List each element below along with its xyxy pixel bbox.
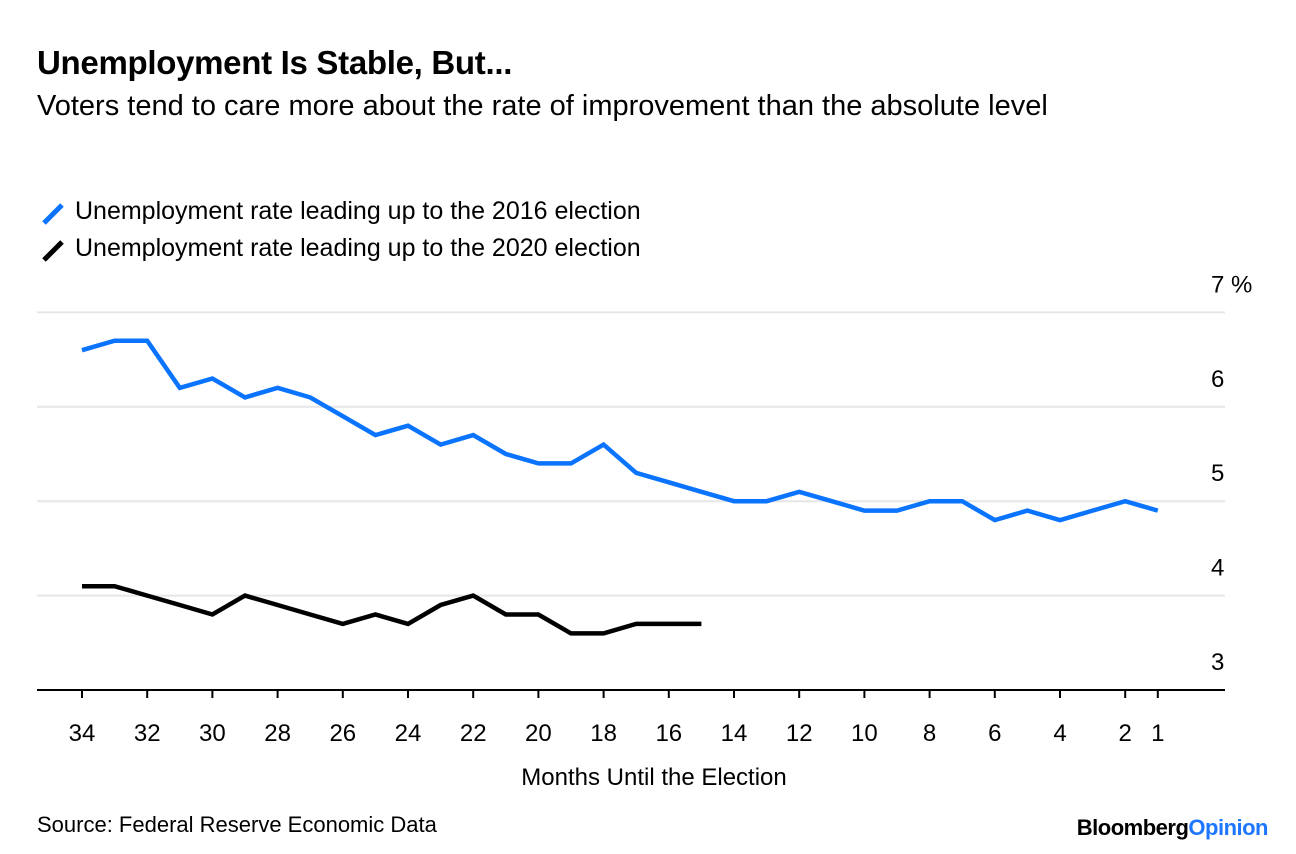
x-tick-label-1: 1 bbox=[1151, 720, 1164, 747]
x-tick-label-18: 18 bbox=[590, 720, 617, 747]
x-tick-label-22: 22 bbox=[460, 720, 487, 747]
legend-swatch-2020 bbox=[42, 240, 64, 262]
x-tick-label-20: 20 bbox=[525, 720, 552, 747]
legend: Unemployment rate leading up to the 2016… bbox=[37, 194, 641, 268]
legend-label-2016: Unemployment rate leading up to the 2016… bbox=[75, 197, 641, 225]
x-tick-label-6: 6 bbox=[988, 720, 1001, 747]
x-axis: 34 32 30 28 26 24 22 20 18 16 14 12 10 8 6 4 2 1 bbox=[37, 689, 1225, 747]
y-tick-label-6: 6 bbox=[1211, 366, 1224, 393]
y-tick-label-4: 4 bbox=[1211, 555, 1224, 582]
x-axis-title: Months Until the Election bbox=[521, 764, 786, 791]
chart-subtitle: Voters tend to care more about the rate … bbox=[37, 90, 1048, 122]
source-note: Source: Federal Reserve Economic Data bbox=[37, 812, 437, 837]
x-tick-label-16: 16 bbox=[655, 720, 682, 747]
x-tick-label-28: 28 bbox=[264, 720, 291, 747]
gridlines bbox=[37, 311, 1225, 597]
brand-logo-part-1: Bloomberg bbox=[1076, 815, 1189, 840]
x-tick-label-12: 12 bbox=[786, 720, 813, 747]
brand-logo: BloombergOpinion bbox=[1076, 815, 1269, 841]
series-layer bbox=[81, 338, 1159, 636]
x-tick-label-4: 4 bbox=[1053, 720, 1066, 747]
series-line-2016 bbox=[81, 338, 1159, 523]
y-tick-label-7: 7 % bbox=[1211, 271, 1252, 298]
legend-item-2020: Unemployment rate leading up to the 2020… bbox=[37, 231, 641, 268]
series-line-2020 bbox=[82, 583, 702, 636]
legend-label-2020: Unemployment rate leading up to the 2020… bbox=[75, 234, 641, 262]
x-tick-label-34: 34 bbox=[69, 720, 96, 747]
y-tick-label-3: 3 bbox=[1211, 649, 1224, 676]
x-tick-label-26: 26 bbox=[329, 720, 356, 747]
y-tick-label-5: 5 bbox=[1211, 460, 1224, 487]
x-tick-label-32: 32 bbox=[134, 720, 161, 747]
chart-title: Unemployment Is Stable, But... bbox=[37, 44, 513, 81]
x-tick-label-30: 30 bbox=[199, 720, 226, 747]
x-tick-label-14: 14 bbox=[721, 720, 748, 747]
x-tick-label-24: 24 bbox=[395, 720, 422, 747]
legend-swatch-2016 bbox=[42, 203, 64, 225]
brand-logo-part-2: Opinion bbox=[1188, 815, 1268, 840]
x-tick-label-2: 2 bbox=[1119, 720, 1132, 747]
x-tick-label-10: 10 bbox=[851, 720, 878, 747]
y-axis: 3 4 5 6 7 % bbox=[1211, 271, 1252, 676]
x-tick-label-8: 8 bbox=[923, 720, 936, 747]
legend-item-2016: Unemployment rate leading up to the 2016… bbox=[37, 194, 641, 231]
